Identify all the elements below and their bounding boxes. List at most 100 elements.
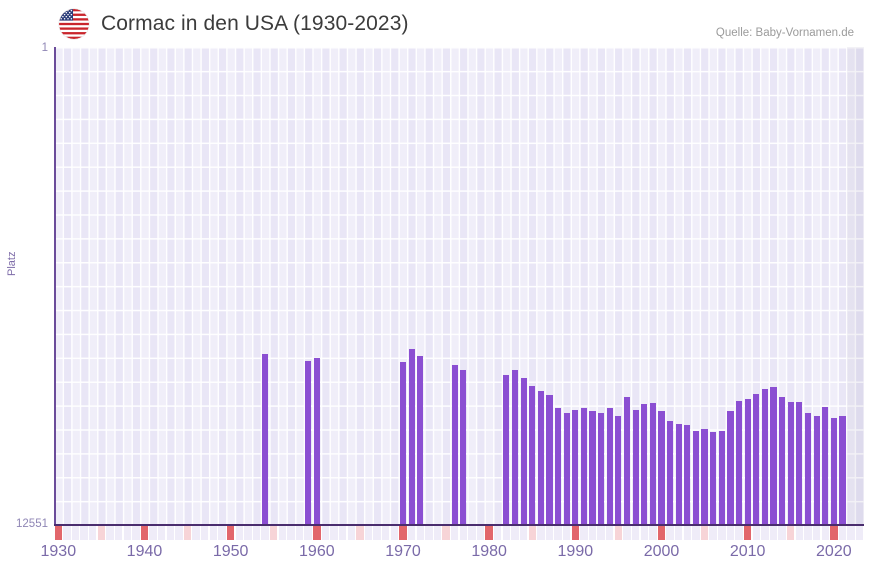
tick-cell-half	[442, 526, 450, 540]
bar	[839, 416, 846, 525]
x-axis-tick-label: 1960	[299, 543, 335, 560]
bar	[511, 369, 519, 525]
bar	[408, 349, 415, 525]
bar	[727, 411, 734, 525]
bar	[787, 401, 794, 525]
tick-cell-half	[356, 526, 364, 540]
tick-cell-major	[140, 526, 149, 540]
tick-cell-minor	[631, 526, 640, 540]
bar	[623, 397, 631, 525]
bar	[641, 404, 648, 525]
bar	[503, 375, 510, 525]
tick-cell-minor	[63, 526, 71, 540]
tick-cell-half	[183, 526, 192, 540]
bar	[761, 389, 768, 525]
tick-cell-minor	[606, 526, 614, 540]
tick-cell-minor	[175, 526, 183, 540]
tick-cell-minor	[563, 526, 571, 540]
tick-cell-minor	[209, 526, 218, 540]
tick-cell-minor	[511, 526, 519, 540]
tick-cell-minor	[80, 526, 88, 540]
tick-cell-minor	[295, 526, 304, 540]
tick-cell-minor	[347, 526, 355, 540]
tick-cell-minor	[235, 526, 243, 540]
bar	[313, 358, 320, 525]
us-flag-icon	[59, 9, 89, 39]
tick-cell-minor	[640, 526, 648, 540]
tick-cell-minor	[287, 526, 295, 540]
tick-cell-minor	[321, 526, 330, 540]
bar	[710, 432, 717, 525]
tick-cell-minor	[252, 526, 261, 540]
tick-cell-minor	[580, 526, 588, 540]
x-axis-tick-band	[54, 526, 864, 540]
bar	[770, 387, 777, 525]
tick-cell-minor	[795, 526, 804, 540]
tick-cell-major	[743, 526, 752, 540]
tick-cell-minor	[545, 526, 554, 540]
y-axis-title: Platz	[6, 251, 18, 276]
bar	[572, 410, 579, 525]
tick-cell-major	[485, 526, 493, 540]
bar	[606, 408, 613, 525]
bar	[796, 402, 803, 525]
tick-cell-minor	[812, 526, 821, 540]
plot-area	[54, 47, 864, 525]
tick-cell-minor	[597, 526, 605, 540]
bar	[701, 429, 708, 525]
bar	[649, 402, 656, 525]
tick-cell-minor	[709, 526, 717, 540]
tick-cell-minor	[416, 526, 424, 540]
x-axis-tick-label: 2010	[729, 543, 766, 560]
tick-cell-minor	[330, 526, 338, 540]
tick-cell-major	[226, 526, 235, 540]
bar	[830, 417, 837, 525]
y-axis-bottom-label: 12551	[16, 518, 48, 530]
tick-cell-minor	[683, 526, 692, 540]
bar	[813, 415, 820, 525]
bar	[546, 394, 553, 525]
tick-cell-minor	[192, 526, 200, 540]
tick-cell-minor	[537, 526, 545, 540]
tick-cell-minor	[450, 526, 459, 540]
x-axis-tick-label: 1970	[385, 543, 421, 560]
bar	[675, 424, 682, 525]
no-data-region	[846, 47, 864, 525]
x-axis-tick-label: 2000	[643, 543, 680, 560]
tick-cell-major	[571, 526, 580, 540]
tick-cell-half	[528, 526, 536, 540]
x-axis-tick-label: 1990	[557, 543, 594, 560]
page-title: Cormac in den USA (1930-2023)	[101, 12, 409, 35]
y-axis-line	[54, 47, 56, 525]
tick-cell-minor	[433, 526, 442, 540]
bar	[417, 356, 424, 525]
tick-cell-minor	[666, 526, 674, 540]
tick-cell-minor	[218, 526, 226, 540]
tick-cell-minor	[132, 526, 140, 540]
bar	[520, 378, 527, 525]
tick-cell-minor	[778, 526, 786, 540]
bar	[537, 390, 544, 525]
tick-cell-minor	[554, 526, 562, 540]
bar	[718, 431, 725, 525]
tick-cell-minor	[476, 526, 485, 540]
y-axis-top-label: 1	[41, 42, 48, 54]
tick-cell-minor	[623, 526, 631, 540]
tick-cell-minor	[364, 526, 373, 540]
tick-cell-minor	[338, 526, 347, 540]
bar	[684, 425, 691, 525]
tick-cell-minor	[261, 526, 269, 540]
tick-cell-minor	[278, 526, 287, 540]
tick-cell-minor	[675, 526, 683, 540]
tick-cell-minor	[158, 526, 166, 540]
tick-cell-minor	[735, 526, 743, 540]
source-attribution: Quelle: Baby-Vornamen.de	[715, 27, 854, 39]
x-axis-line	[54, 524, 864, 526]
bar	[822, 406, 829, 525]
bar	[615, 416, 622, 525]
tick-cell-minor	[149, 526, 157, 540]
tick-cell-minor	[244, 526, 252, 540]
bar	[262, 353, 269, 525]
tick-cell-minor	[519, 526, 528, 540]
tick-cell-major	[657, 526, 666, 540]
